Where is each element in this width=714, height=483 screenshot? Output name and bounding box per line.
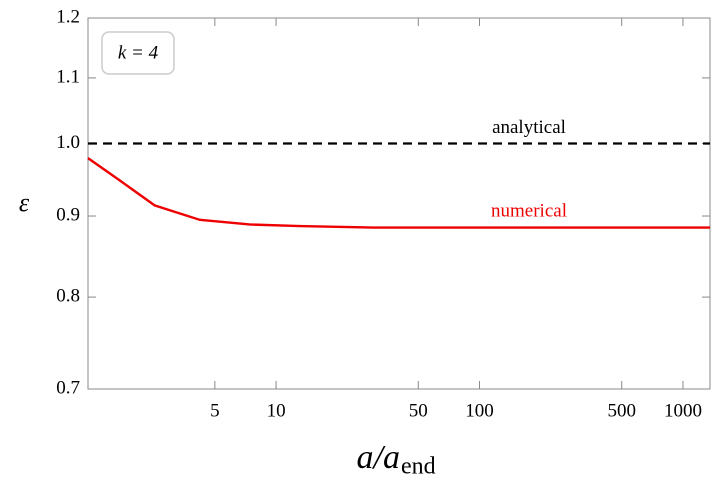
annotation-box — [101, 31, 175, 75]
x-tick-label: 10 — [267, 400, 286, 421]
reference-label: analytical — [492, 117, 566, 138]
x-axis-label-sub: end — [401, 454, 436, 480]
x-tick-label: 100 — [465, 400, 494, 421]
series-label: numerical — [491, 200, 567, 221]
x-tick-label: 500 — [607, 400, 636, 421]
x-axis-label: a/a — [357, 439, 400, 476]
y-tick-label: 0.8 — [56, 285, 80, 306]
y-tick-label: 1.1 — [56, 66, 80, 87]
x-tick-label: 50 — [409, 400, 428, 421]
annotation: k = 4 — [118, 42, 159, 63]
x-tick-label: 1000 — [664, 400, 702, 421]
series-line — [87, 157, 710, 229]
x-tick-label: 5 — [210, 400, 220, 421]
y-tick-label: 0.9 — [56, 204, 80, 225]
plot-frame — [87, 17, 711, 390]
y-tick-label: 1.0 — [56, 132, 80, 153]
y-tick-label: 0.7 — [56, 377, 80, 398]
y-tick-label: 1.2 — [56, 6, 80, 27]
y-axis-label: ε — [19, 188, 30, 217]
